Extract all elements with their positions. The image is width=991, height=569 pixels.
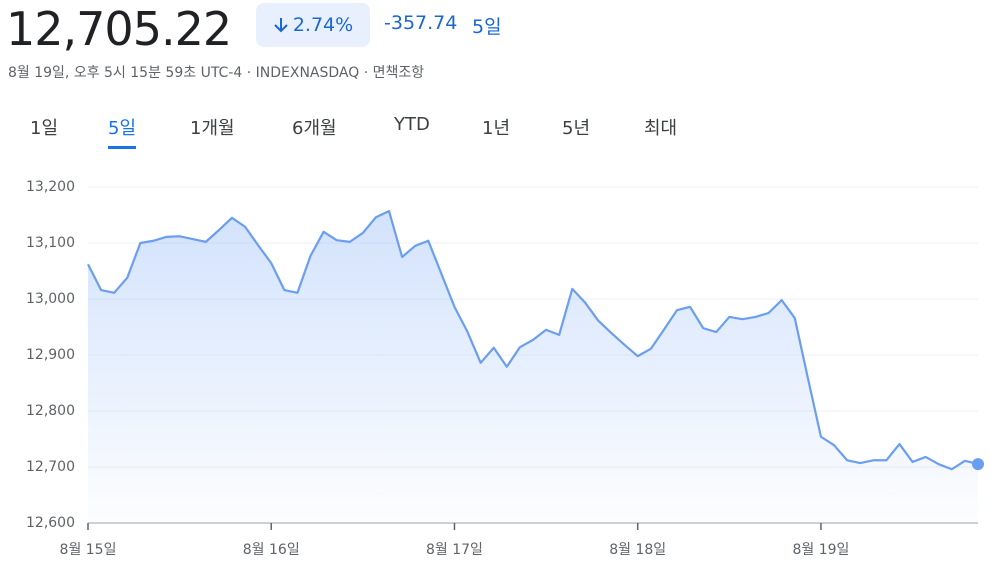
tab[interactable]: 5일 — [108, 114, 137, 149]
y-tick-label: 12,900 — [26, 347, 75, 363]
y-tick-label: 13,100 — [26, 235, 75, 251]
change-percent: 2.74% — [292, 14, 354, 36]
tab[interactable]: 5년 — [562, 118, 591, 139]
x-tick-label: 8월 15일 — [60, 542, 117, 558]
change-badge: 2.74% — [256, 3, 370, 47]
x-tick-label: 8월 18일 — [609, 542, 666, 558]
tab[interactable]: 6개월 — [292, 118, 337, 139]
end-point — [972, 458, 984, 471]
tab[interactable]: 1년 — [482, 118, 511, 139]
x-tick-label: 8월 17일 — [426, 542, 483, 558]
y-tick-label: 13,200 — [26, 179, 75, 195]
y-tick-label: 13,000 — [26, 291, 75, 307]
tab[interactable]: 1일 — [30, 118, 59, 139]
area — [88, 211, 978, 523]
down-arrow — [274, 18, 288, 33]
y-tick-label: 12,800 — [26, 403, 75, 419]
y-tick-label: 12,600 — [26, 515, 75, 531]
line — [87, 209, 979, 471]
subtitle: 8월 19일, 오후 5시 15분 59초 UTC-4 · INDEXNASDA… — [8, 65, 425, 81]
tab[interactable]: YTD — [394, 114, 430, 135]
x-tick-label: 8월 16일 — [243, 542, 300, 558]
period: 5일 — [472, 16, 502, 38]
change-points: -357.74 — [384, 12, 458, 34]
x-tick-label: 8월 19일 — [792, 542, 849, 558]
price: 12,705.22 — [6, 2, 232, 56]
tab[interactable]: 1개월 — [190, 118, 235, 139]
y-tick-label: 12,700 — [26, 459, 75, 475]
tab[interactable]: 최대 — [644, 118, 678, 139]
